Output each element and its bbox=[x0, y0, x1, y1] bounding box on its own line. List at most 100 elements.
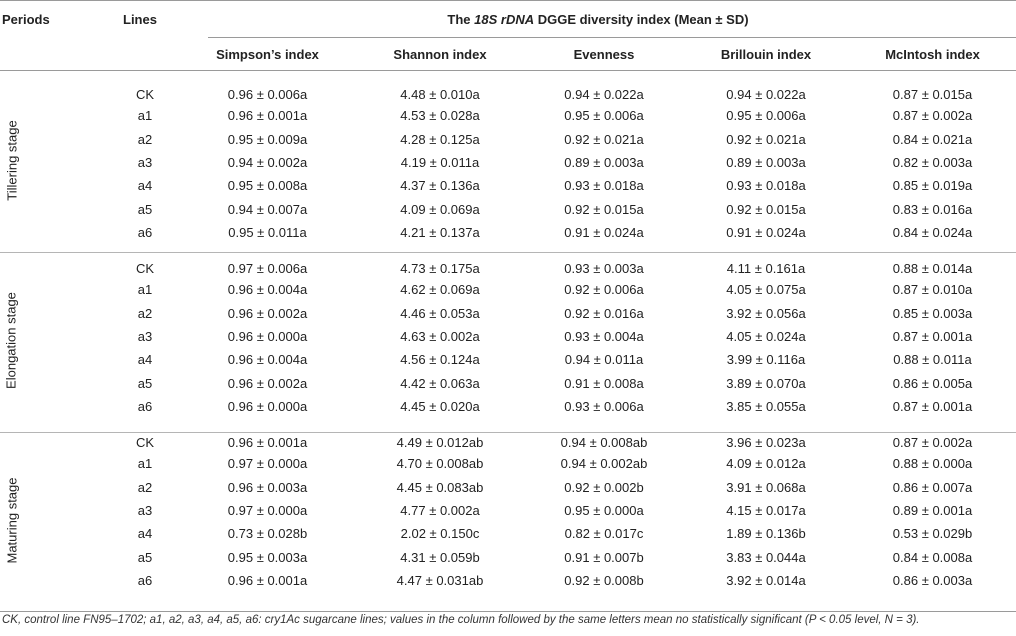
periods-header: Periods bbox=[2, 12, 50, 27]
value-cell: 0.89 ± 0.003a bbox=[726, 154, 806, 170]
table-title-header: The 18S rDNA DGGE diversity index (Mean … bbox=[447, 11, 749, 27]
value-cell: 0.87 ± 0.015a bbox=[892, 87, 973, 102]
value-cell: 0.96 ± 0.000a bbox=[227, 398, 308, 414]
table-body: CK 0.96 ± 0.006a 4.48 ± 0.010a 0.94 ± 0.022… bbox=[0, 70, 1016, 592]
value-cell: 0.92 ± 0.008b bbox=[564, 573, 644, 589]
group-separator bbox=[0, 432, 1016, 433]
period-cell bbox=[0, 569, 110, 592]
table-row: a3 0.96 ± 0.000a 4.63 ± 0.002a 0.93 ± 0.004… bbox=[0, 325, 1016, 348]
table-row: CK 0.97 ± 0.006a 4.73 ± 0.175a 0.93 ± 0.003… bbox=[0, 244, 1016, 278]
value-cell: 0.95 ± 0.008a bbox=[227, 178, 308, 194]
line-cell: a6 bbox=[137, 224, 153, 240]
value-cell: 0.82 ± 0.017c bbox=[564, 526, 644, 542]
header-bottom-rule bbox=[0, 70, 1016, 71]
table-row: a6 0.96 ± 0.001a 4.47 ± 0.031ab 0.92 ± 0.00… bbox=[0, 569, 1016, 592]
group-separator bbox=[0, 252, 1016, 253]
column-header-mcintosh: McIntosh index bbox=[885, 46, 980, 62]
value-cell: 0.96 ± 0.006a bbox=[227, 87, 308, 102]
line-cell: a5 bbox=[137, 375, 153, 391]
value-cell: 2.02 ± 0.150c bbox=[400, 526, 480, 542]
period-label-elongation: Elongation stage bbox=[3, 292, 19, 389]
value-cell: 0.87 ± 0.002a bbox=[892, 108, 973, 124]
period-cell bbox=[0, 395, 110, 418]
period-cell bbox=[0, 244, 110, 278]
value-cell: 4.09 ± 0.069a bbox=[400, 201, 480, 217]
value-cell: 4.31 ± 0.059b bbox=[400, 549, 480, 565]
value-cell: 0.94 ± 0.008ab bbox=[560, 435, 648, 451]
line-cell: a6 bbox=[137, 398, 153, 414]
line-cell: CK bbox=[135, 435, 155, 451]
value-cell: 4.19 ± 0.011a bbox=[400, 154, 480, 170]
value-cell: 4.11 ± 0.161a bbox=[726, 261, 806, 277]
table-row: a2 0.96 ± 0.003a 4.45 ± 0.083ab 0.92 ± 0.00… bbox=[0, 475, 1016, 498]
table-row: a5 0.96 ± 0.002a 4.42 ± 0.063a 0.91 ± 0.008… bbox=[0, 371, 1016, 394]
table-bottom-rule bbox=[0, 611, 1016, 612]
line-cell: a3 bbox=[137, 154, 153, 170]
value-cell: 0.53 ± 0.029b bbox=[892, 526, 973, 542]
table-row: a5 0.94 ± 0.007a 4.09 ± 0.069a 0.92 ± 0.015… bbox=[0, 197, 1016, 220]
table-row: a4 0.73 ± 0.028b 2.02 ± 0.150c 0.82 ± 0.017… bbox=[0, 522, 1016, 545]
value-cell: 3.92 ± 0.056a bbox=[726, 305, 806, 321]
value-cell: 4.45 ± 0.020a bbox=[400, 398, 480, 414]
value-cell: 4.45 ± 0.083ab bbox=[396, 479, 484, 495]
value-cell: 0.94 ± 0.022a bbox=[726, 87, 806, 102]
value-cell: 0.96 ± 0.001a bbox=[227, 435, 308, 451]
value-cell: 4.63 ± 0.002a bbox=[400, 328, 480, 344]
table-row: CK 0.96 ± 0.006a 4.48 ± 0.010a 0.94 ± 0.022… bbox=[0, 70, 1016, 104]
value-cell: 3.85 ± 0.055a bbox=[726, 398, 806, 414]
table-row: a4 0.96 ± 0.004a 4.56 ± 0.124a 0.94 ± 0.011… bbox=[0, 348, 1016, 371]
value-cell: 0.73 ± 0.028b bbox=[227, 526, 308, 542]
line-cell: a3 bbox=[137, 502, 153, 518]
value-cell: 0.89 ± 0.001a bbox=[892, 502, 973, 518]
value-cell: 0.94 ± 0.022a bbox=[564, 87, 644, 102]
value-cell: 0.86 ± 0.003a bbox=[892, 573, 973, 589]
value-cell: 0.94 ± 0.002a bbox=[227, 154, 308, 170]
value-cell: 1.89 ± 0.136b bbox=[726, 526, 806, 542]
line-cell: a1 bbox=[137, 282, 153, 298]
value-cell: 0.87 ± 0.001a bbox=[892, 328, 973, 344]
table-row: a2 0.95 ± 0.009a 4.28 ± 0.125a 0.92 ± 0.021… bbox=[0, 127, 1016, 150]
value-cell: 0.96 ± 0.004a bbox=[227, 352, 308, 368]
value-cell: 4.73 ± 0.175a bbox=[400, 261, 480, 277]
line-cell: a2 bbox=[137, 305, 153, 321]
column-header-evenness: Evenness bbox=[573, 46, 635, 62]
table-row: a1 0.97 ± 0.000a 4.70 ± 0.008ab 0.94 ± 0.00… bbox=[0, 452, 1016, 475]
diversity-table: Periods Lines The 18S rDNA DGGE diversit… bbox=[0, 11, 1016, 592]
value-cell: 4.15 ± 0.017a bbox=[726, 502, 806, 518]
value-cell: 0.97 ± 0.000a bbox=[227, 456, 308, 472]
period-cell bbox=[0, 221, 110, 244]
lines-header: Lines bbox=[123, 12, 157, 27]
line-cell: CK bbox=[135, 87, 155, 102]
table-row: a5 0.95 ± 0.003a 4.31 ± 0.059b 0.91 ± 0.007… bbox=[0, 546, 1016, 569]
table-row: CK 0.96 ± 0.001a 4.49 ± 0.012ab 0.94 ± 0.00… bbox=[0, 418, 1016, 452]
line-cell: a6 bbox=[137, 573, 153, 589]
value-cell: 0.86 ± 0.007a bbox=[892, 479, 973, 495]
value-cell: 0.87 ± 0.001a bbox=[892, 398, 973, 414]
table-row: a6 0.95 ± 0.011a 4.21 ± 0.137a 0.91 ± 0.024… bbox=[0, 221, 1016, 244]
value-cell: 0.94 ± 0.011a bbox=[564, 352, 644, 368]
value-cell: 0.96 ± 0.001a bbox=[227, 108, 308, 124]
value-cell: 4.77 ± 0.002a bbox=[400, 502, 480, 518]
line-cell: a1 bbox=[137, 456, 153, 472]
value-cell: 3.99 ± 0.116a bbox=[726, 352, 806, 368]
value-cell: 0.97 ± 0.000a bbox=[227, 502, 308, 518]
line-cell: a5 bbox=[137, 549, 153, 565]
value-cell: 4.21 ± 0.137a bbox=[400, 224, 480, 240]
value-cell: 4.42 ± 0.063a bbox=[400, 375, 480, 391]
value-cell: 0.96 ± 0.001a bbox=[227, 573, 308, 589]
period-cell bbox=[0, 70, 110, 104]
line-cell: a4 bbox=[137, 178, 153, 194]
value-cell: 0.91 ± 0.024a bbox=[564, 224, 644, 240]
table-row: a4 0.95 ± 0.008a 4.37 ± 0.136a 0.93 ± 0.018… bbox=[0, 174, 1016, 197]
value-cell: 0.95 ± 0.000a bbox=[564, 502, 644, 518]
value-cell: 0.82 ± 0.003a bbox=[892, 154, 973, 170]
value-cell: 0.83 ± 0.016a bbox=[892, 201, 973, 217]
value-cell: 0.88 ± 0.000a bbox=[892, 456, 973, 472]
value-cell: 0.92 ± 0.006a bbox=[564, 282, 644, 298]
value-cell: 0.93 ± 0.018a bbox=[564, 178, 644, 194]
table-row: a3 0.97 ± 0.000a 4.77 ± 0.002a 0.95 ± 0.000… bbox=[0, 499, 1016, 522]
value-cell: 0.95 ± 0.009a bbox=[227, 131, 308, 147]
value-cell: 0.96 ± 0.003a bbox=[227, 479, 308, 495]
value-cell: 3.83 ± 0.044a bbox=[726, 549, 806, 565]
value-cell: 0.94 ± 0.007a bbox=[227, 201, 308, 217]
